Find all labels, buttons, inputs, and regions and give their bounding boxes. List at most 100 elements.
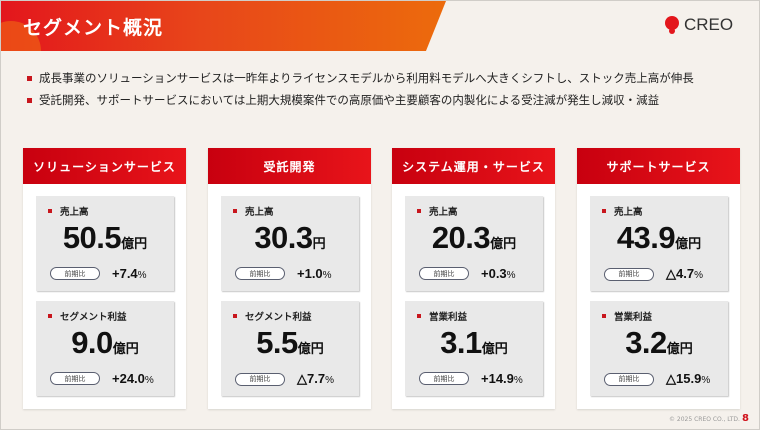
percent-sign: %	[137, 270, 147, 281]
segment-card: サポートサービス 売上高 43.9億円 前期比 △4.7% 営業利益 3.2億円 …	[577, 148, 740, 409]
value-number: 50.5	[62, 220, 122, 255]
comparison: 前期比 +14.9%	[419, 371, 523, 386]
value-number: 3.2	[625, 325, 667, 360]
segment-card: システム運用・サービス 売上高 20.3億円 前期比 +0.3% 営業利益 3.1…	[392, 148, 555, 409]
metric-value: 3.1億円	[405, 325, 543, 361]
bullet-text: 成長事業のソリューションサービスは一昨年よりライセンスモデルから利用料モデルへ大…	[39, 71, 694, 85]
metric-label-text: 売上高	[614, 207, 643, 218]
yoy-change: +0.3%	[481, 266, 516, 281]
metric-box: 営業利益 3.1億円 前期比 +14.9%	[405, 301, 543, 396]
bullet-item: 成長事業のソリューションサービスは一昨年よりライセンスモデルから利用料モデルへ大…	[27, 67, 694, 89]
change-value: +24.0	[112, 371, 145, 386]
yoy-badge: 前期比	[604, 267, 654, 281]
summary-bullets: 成長事業のソリューションサービスは一昨年よりライセンスモデルから利用料モデルへ大…	[27, 67, 694, 111]
metric-box: セグメント利益 5.5億円 前期比 △7.7%	[221, 301, 359, 396]
metric-box: 売上高 43.9億円 前期比 △4.7%	[590, 196, 728, 291]
metric-label: 売上高	[48, 204, 89, 218]
metric-label-text: 営業利益	[429, 312, 468, 323]
metric-label: 売上高	[417, 204, 458, 218]
metric-label: 営業利益	[417, 309, 467, 323]
bullet-item: 受託開発、サポートサービスにおいては上期大規模案件での高原価や主要顧客の内製化に…	[27, 89, 694, 111]
metric-label: セグメント利益	[233, 309, 312, 323]
metric-box: 売上高 50.5億円 前期比 +7.4%	[36, 196, 174, 291]
yoy-badge: 前期比	[235, 372, 285, 386]
yoy-badge: 前期比	[419, 372, 469, 385]
yoy-badge: 前期比	[235, 267, 285, 280]
segment-title: ソリューションサービス	[23, 148, 186, 184]
metric-value: 43.9億円	[590, 220, 728, 256]
value-unit: 億円	[675, 236, 702, 251]
percent-sign: %	[506, 270, 516, 281]
metric-label: 売上高	[602, 204, 643, 218]
logo: CREO	[665, 15, 733, 35]
metric-value: 20.3億円	[405, 220, 543, 256]
yoy-badge: 前期比	[604, 372, 654, 386]
metric-box: 売上高 20.3億円 前期比 +0.3%	[405, 196, 543, 291]
metric-box: 営業利益 3.2億円 前期比 △15.9%	[590, 301, 728, 396]
bullet-icon	[27, 75, 32, 81]
value-number: 30.3	[254, 220, 313, 255]
change-value: +7.4	[112, 266, 138, 281]
change-value: +14.9	[481, 371, 514, 386]
comparison: 前期比 △4.7%	[604, 266, 703, 282]
bullet-icon	[417, 314, 421, 318]
metric-value: 9.0億円	[36, 325, 174, 361]
bullet-icon	[48, 209, 52, 213]
bullet-icon	[233, 314, 237, 318]
yoy-badge: 前期比	[50, 267, 100, 280]
yoy-change: +24.0%	[112, 371, 154, 386]
percent-sign: %	[513, 375, 523, 386]
bullet-text: 受託開発、サポートサービスにおいては上期大規模案件での高原価や主要顧客の内製化に…	[39, 93, 660, 107]
metric-value: 3.2億円	[590, 325, 728, 361]
comparison: 前期比 +0.3%	[419, 266, 516, 281]
change-value: +1.0	[297, 266, 323, 281]
metric-value: 30.3円	[221, 220, 359, 256]
percent-sign: %	[694, 270, 703, 281]
yoy-badge: 前期比	[419, 267, 469, 280]
value-unit: 億円	[481, 341, 508, 356]
metric-value: 5.5億円	[221, 325, 359, 361]
yoy-change: △4.7%	[666, 266, 703, 282]
percent-sign: %	[322, 270, 332, 281]
change-value: △15.9	[666, 371, 702, 386]
logo-mark-icon	[665, 16, 681, 34]
bullet-icon	[417, 209, 421, 213]
value-number: 3.1	[440, 325, 482, 360]
yoy-badge: 前期比	[50, 372, 100, 385]
percent-sign: %	[701, 375, 711, 386]
bullet-icon	[48, 314, 52, 318]
yoy-change: +1.0%	[297, 266, 332, 281]
value-unit: 億円	[666, 341, 693, 356]
yoy-change: +14.9%	[481, 371, 523, 386]
comparison: 前期比 △15.9%	[604, 371, 710, 387]
segment-title: サポートサービス	[577, 148, 740, 184]
bullet-icon	[27, 97, 32, 103]
metric-label: 営業利益	[602, 309, 652, 323]
segment-card: ソリューションサービス 売上高 50.5億円 前期比 +7.4% セグメント利益 …	[23, 148, 186, 409]
value-number: 20.3	[431, 220, 491, 255]
comparison: 前期比 △7.7%	[235, 371, 334, 387]
value-unit: 億円	[121, 236, 148, 251]
value-unit: 円	[312, 236, 326, 251]
value-unit: 億円	[112, 341, 139, 356]
value-number: 9.0	[71, 325, 113, 360]
metric-label-text: 営業利益	[614, 312, 653, 323]
bullet-icon	[233, 209, 237, 213]
percent-sign: %	[325, 375, 334, 386]
metric-label-text: 売上高	[429, 207, 458, 218]
bullet-icon	[602, 314, 606, 318]
comparison: 前期比 +24.0%	[50, 371, 154, 386]
change-value: +0.3	[481, 266, 507, 281]
metric-value: 50.5億円	[36, 220, 174, 256]
page-title: セグメント概況	[23, 17, 164, 39]
yoy-change: △15.9%	[666, 371, 710, 387]
metric-box: 売上高 30.3円 前期比 +1.0%	[221, 196, 359, 291]
metric-label: 売上高	[233, 204, 274, 218]
metric-label: セグメント利益	[48, 309, 127, 323]
copyright: © 2025 CREO CO., LTD.	[669, 416, 740, 423]
comparison: 前期比 +7.4%	[50, 266, 147, 281]
metric-label-text: 売上高	[245, 207, 274, 218]
change-value: △7.7	[297, 371, 326, 386]
logo-text: CREO	[684, 15, 734, 34]
segment-title: システム運用・サービス	[392, 148, 555, 184]
